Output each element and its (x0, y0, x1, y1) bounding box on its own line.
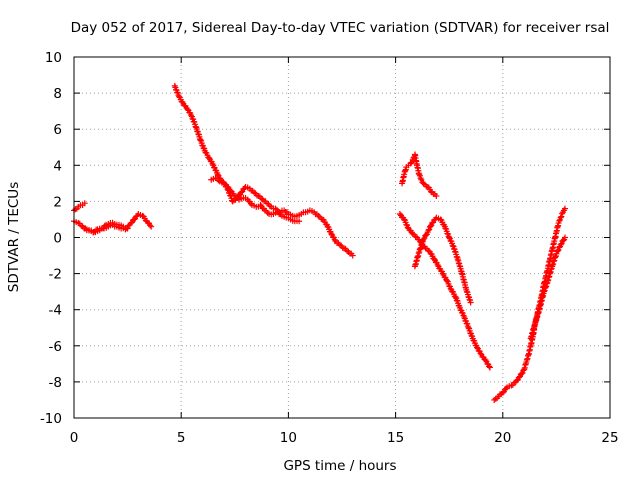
x-tick-label: 5 (177, 430, 186, 446)
data-point (444, 277, 451, 284)
data-point (124, 225, 131, 232)
series-6 (399, 151, 440, 199)
data-point (401, 216, 408, 223)
y-tick-label: 0 (53, 231, 62, 247)
series-8 (411, 214, 474, 306)
series-10 (527, 234, 568, 342)
data-point (206, 155, 213, 162)
data-point (499, 389, 506, 396)
data-point (561, 234, 568, 241)
y-tick-label: -8 (49, 375, 62, 391)
y-tick-label: 2 (53, 194, 62, 210)
chart-title: Day 052 of 2017, Sidereal Day-to-day VTE… (71, 20, 610, 36)
data-point (554, 247, 561, 254)
data-point (131, 216, 138, 223)
data-point (515, 374, 522, 381)
data-point (513, 377, 520, 384)
y-tick-label: -10 (40, 411, 62, 427)
data-point (257, 202, 264, 209)
y-tick-label: 8 (53, 86, 62, 102)
data-point (557, 241, 564, 248)
data-point (221, 180, 228, 187)
data-point (147, 222, 154, 229)
data-point (431, 256, 438, 263)
data-point (556, 217, 563, 224)
data-point (427, 223, 434, 230)
series-7 (396, 211, 493, 371)
y-tick-label: -6 (49, 339, 62, 355)
data-point (396, 211, 403, 218)
data-point (296, 218, 303, 225)
series-5 (208, 174, 356, 259)
series-4 (171, 82, 303, 225)
x-tick-label: 15 (387, 430, 404, 446)
data-point (247, 200, 254, 207)
y-tick-label: 6 (53, 122, 62, 138)
x-tick-label: 25 (601, 430, 618, 446)
data-point (81, 200, 88, 207)
data-point (425, 227, 432, 234)
data-point (561, 205, 568, 212)
y-axis-label: SDTVAR / TECUs (6, 182, 22, 292)
data-point (518, 370, 525, 377)
data-point (328, 230, 335, 237)
x-tick-label: 10 (280, 430, 297, 446)
data-point (127, 220, 134, 227)
data-series (71, 82, 568, 403)
data-point (241, 185, 248, 192)
y-tick-label: 10 (45, 50, 62, 66)
data-point (420, 236, 427, 243)
axis-ticks: 0 5 10 15 20 25 -10 -8 -6 -4 -2 0 2 4 6 8 10 (40, 50, 619, 446)
data-point (452, 294, 459, 301)
data-point (349, 252, 356, 259)
data-point (197, 137, 204, 144)
data-point (407, 160, 414, 167)
data-point (429, 220, 436, 227)
data-point (449, 242, 456, 249)
data-point (184, 106, 191, 113)
data-point (558, 213, 565, 220)
data-point (486, 363, 493, 370)
data-point (465, 324, 472, 331)
data-point (446, 234, 453, 241)
data-point (557, 214, 564, 221)
y-tick-label: 4 (53, 158, 62, 174)
data-point (433, 192, 440, 199)
series-3 (81, 219, 131, 236)
y-tick-label: -4 (49, 303, 62, 319)
data-point (467, 299, 474, 306)
x-tick-label: 20 (494, 430, 511, 446)
x-axis-label: GPS time / hours (283, 458, 396, 474)
grid-lines (74, 57, 610, 418)
data-point (238, 189, 245, 196)
data-point (474, 344, 481, 351)
data-point (503, 385, 510, 392)
data-point (148, 223, 155, 230)
x-tick-label: 0 (70, 430, 79, 446)
y-tick-label: -2 (49, 267, 62, 283)
data-point (486, 364, 493, 371)
